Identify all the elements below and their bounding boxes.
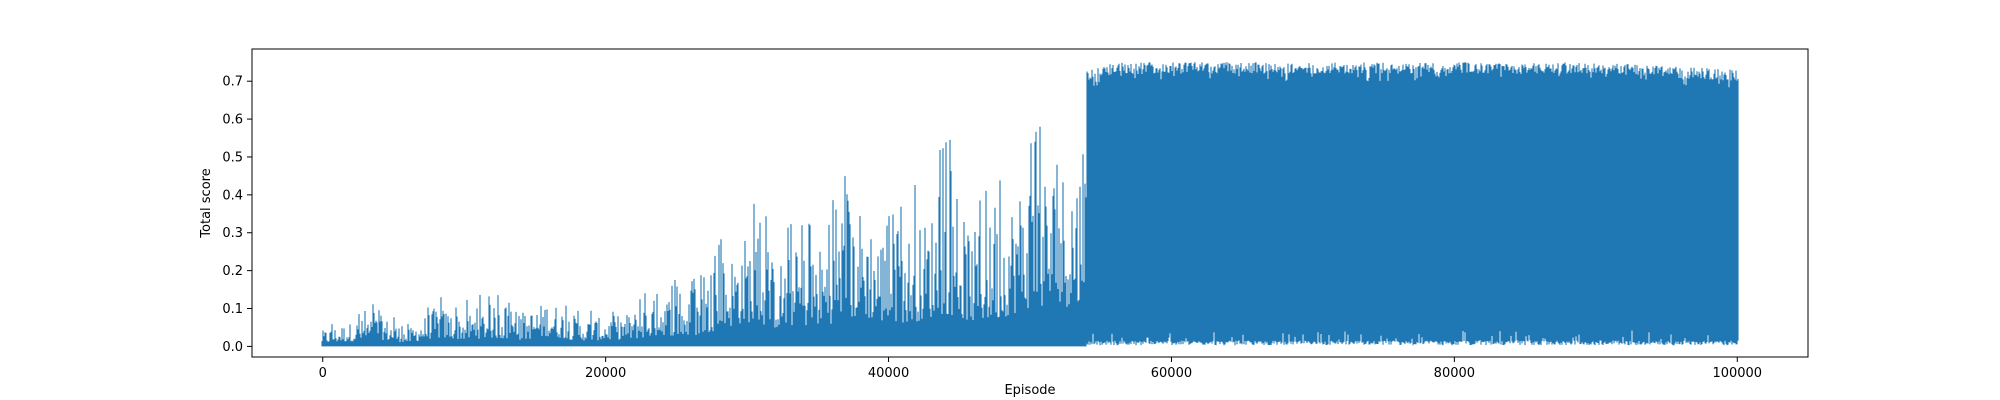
x-tick-label: 40000 <box>868 366 909 381</box>
y-tick-label: 0.6 <box>222 113 243 128</box>
score-series-line <box>321 62 1739 347</box>
plot-layer <box>321 62 1739 347</box>
y-tick-label: 0.4 <box>222 188 243 203</box>
x-tick-label: 60000 <box>1151 366 1192 381</box>
x-tick-label: 0 <box>319 366 327 381</box>
x-tick-label: 80000 <box>1434 366 1475 381</box>
plot-area-frame <box>251 48 1809 358</box>
y-tick-label: 0.3 <box>222 226 243 241</box>
x-tick-label: 20000 <box>585 366 626 381</box>
y-tick-label: 0.1 <box>222 302 243 317</box>
y-tick-label: 0.5 <box>222 150 243 165</box>
x-axis-label: Episode <box>1004 383 1055 398</box>
y-axis: 0.0 0.1 0.2 0.3 0.4 0.5 0.6 0.7 <box>222 75 252 355</box>
y-tick-label: 0.2 <box>222 264 243 279</box>
x-tick-label: 100000 <box>1712 366 1762 381</box>
y-tick-label: 0.7 <box>222 75 243 90</box>
x-axis: 0 20000 40000 60000 80000 100000 <box>319 357 1762 381</box>
y-axis-label: Total score <box>199 168 214 238</box>
y-tick-label: 0.0 <box>222 340 243 355</box>
